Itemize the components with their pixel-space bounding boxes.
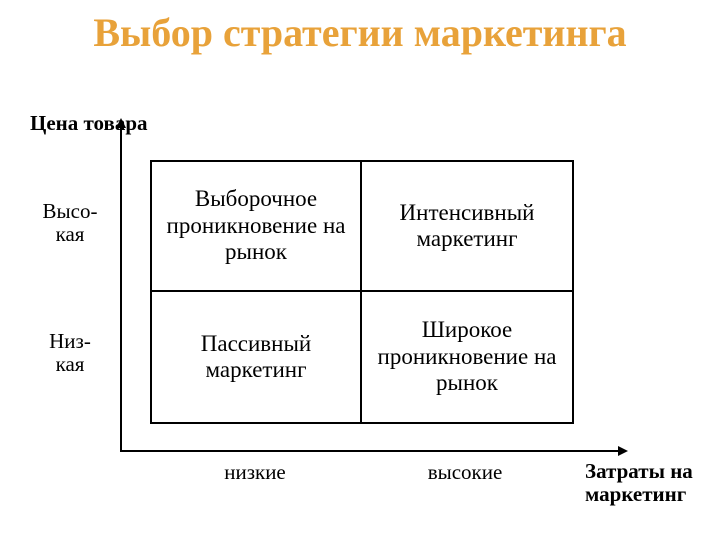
y-axis-line [120,120,122,450]
x-axis-title: Затраты на маркетинг [585,460,715,506]
slide-title: Выбор стратегии маркетинга [0,12,720,54]
cell-wide-penetration: Широкое проникновение на рынок [362,292,572,422]
cell-passive-marketing: Пассивный маркетинг [152,292,362,422]
strategy-matrix: Выборочное проникновение на рынок Интенс… [150,160,574,424]
x-label-high: высокие [405,460,525,485]
x-axis-line [120,450,620,452]
y-axis-title: Цена товара [30,112,148,135]
slide: Выбор стратегии маркетинга Цена товара В… [0,0,720,540]
y-label-low: Низ-кая [30,330,110,376]
x-axis-arrow-icon [618,446,628,456]
cell-intensive-marketing: Интенсивный маркетинг [362,162,572,292]
x-label-low: низкие [195,460,315,485]
cell-selective-penetration: Выборочное проникновение на рынок [152,162,362,292]
y-label-high: Высо-кая [30,200,110,246]
